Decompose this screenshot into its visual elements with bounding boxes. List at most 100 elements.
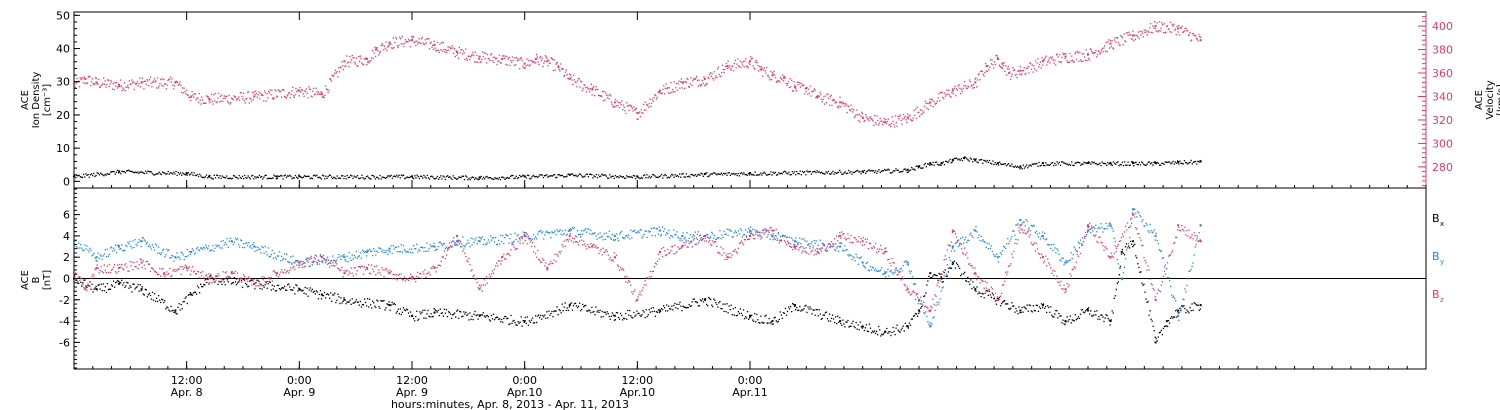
bx-dot [972,281,974,283]
density-dot [600,175,602,177]
velocity-dot [605,94,608,96]
by-dot [581,229,583,232]
by-dot [441,244,444,247]
density-dot [800,174,802,176]
by-dot [701,239,704,241]
bx-dot [935,274,937,277]
by-dot [468,242,470,244]
density-dot [924,162,926,165]
velocity-dot [449,46,451,48]
by-dot [800,246,802,248]
velocity-dot [1140,34,1142,36]
density-dot [835,172,837,175]
by-dot [254,250,256,253]
density-dot [739,172,742,175]
velocity-dot [114,82,116,84]
bx-dot [111,285,114,287]
by-dot [406,250,409,253]
by-point [456,240,459,243]
velocity-dot [323,97,325,99]
by-dot [519,239,521,241]
density-dot [884,168,886,171]
density-dot [334,177,336,179]
by-dot [348,251,350,254]
density-dot [878,169,880,171]
bx-dot [1195,304,1197,306]
velocity-dot [328,89,330,91]
density-dot [1199,159,1201,162]
by-dot [1080,244,1083,247]
velocity-dot [223,95,225,97]
velocity-dot [770,70,772,73]
density-dot [992,160,994,162]
velocity-dot [595,86,597,88]
density-dot [276,177,279,179]
density-dot [1181,162,1183,165]
bx-dot [1163,325,1166,328]
by-dot [89,247,91,250]
velocity-dot [759,68,761,71]
by-dot [295,260,297,262]
bx-dot [517,320,519,323]
by-dot [548,231,550,234]
by-dot [833,248,836,251]
velocity-dot [581,89,584,91]
by-dot [344,259,346,261]
velocity-dot [669,92,671,94]
density-dot [208,176,210,178]
by-dot [253,242,255,244]
bx-dot [509,323,511,325]
velocity-dot [1042,64,1044,66]
density-dot [1125,164,1127,166]
density-dot [1162,162,1164,165]
bx-dot [227,281,229,283]
bx-dot [174,311,176,313]
density-dot [965,156,967,159]
by-dot [338,253,340,256]
bx-dot [364,301,367,304]
bx-dot [711,304,713,306]
density-dot [158,171,160,173]
velocity-dot [172,88,175,90]
bx-dot [603,311,605,313]
velocity-dot [408,40,411,42]
by-dot [202,248,204,250]
velocity-dot [1081,53,1083,55]
velocity-dot [542,66,544,68]
velocity-dot [308,88,311,90]
by-dot [82,249,84,251]
by-dot [85,248,87,250]
density-dot [408,176,410,179]
density-dot [1033,163,1036,165]
velocity-dot [1018,73,1021,75]
velocity-dot [797,84,799,86]
bx-dot [689,305,691,308]
density-dot [866,171,868,173]
velocity-dot [1006,68,1009,70]
velocity-dot [599,94,601,97]
bx-dot [356,301,358,303]
density-dot [293,177,295,179]
density-dot [336,175,338,177]
velocity-dot [157,87,159,89]
bx-dot [480,314,482,316]
bx-dot [134,288,136,290]
bx-dot [286,289,288,291]
density-dot [782,171,784,173]
bz-dot [212,279,214,281]
density-dot [190,173,192,175]
velocity-dot [787,80,790,83]
velocity-dot [886,122,888,125]
bx-dot [894,333,896,336]
density-dot [1170,163,1172,165]
velocity-dot [684,80,687,83]
by-dot [324,262,327,264]
bx-dot [925,292,927,294]
bx-dot [361,304,364,306]
bz-point [478,288,481,291]
velocity-dot [682,82,684,85]
velocity-dot [1030,63,1032,65]
velocity-dot [921,109,923,112]
velocity-dot [622,109,624,111]
velocity-dot [378,54,380,56]
